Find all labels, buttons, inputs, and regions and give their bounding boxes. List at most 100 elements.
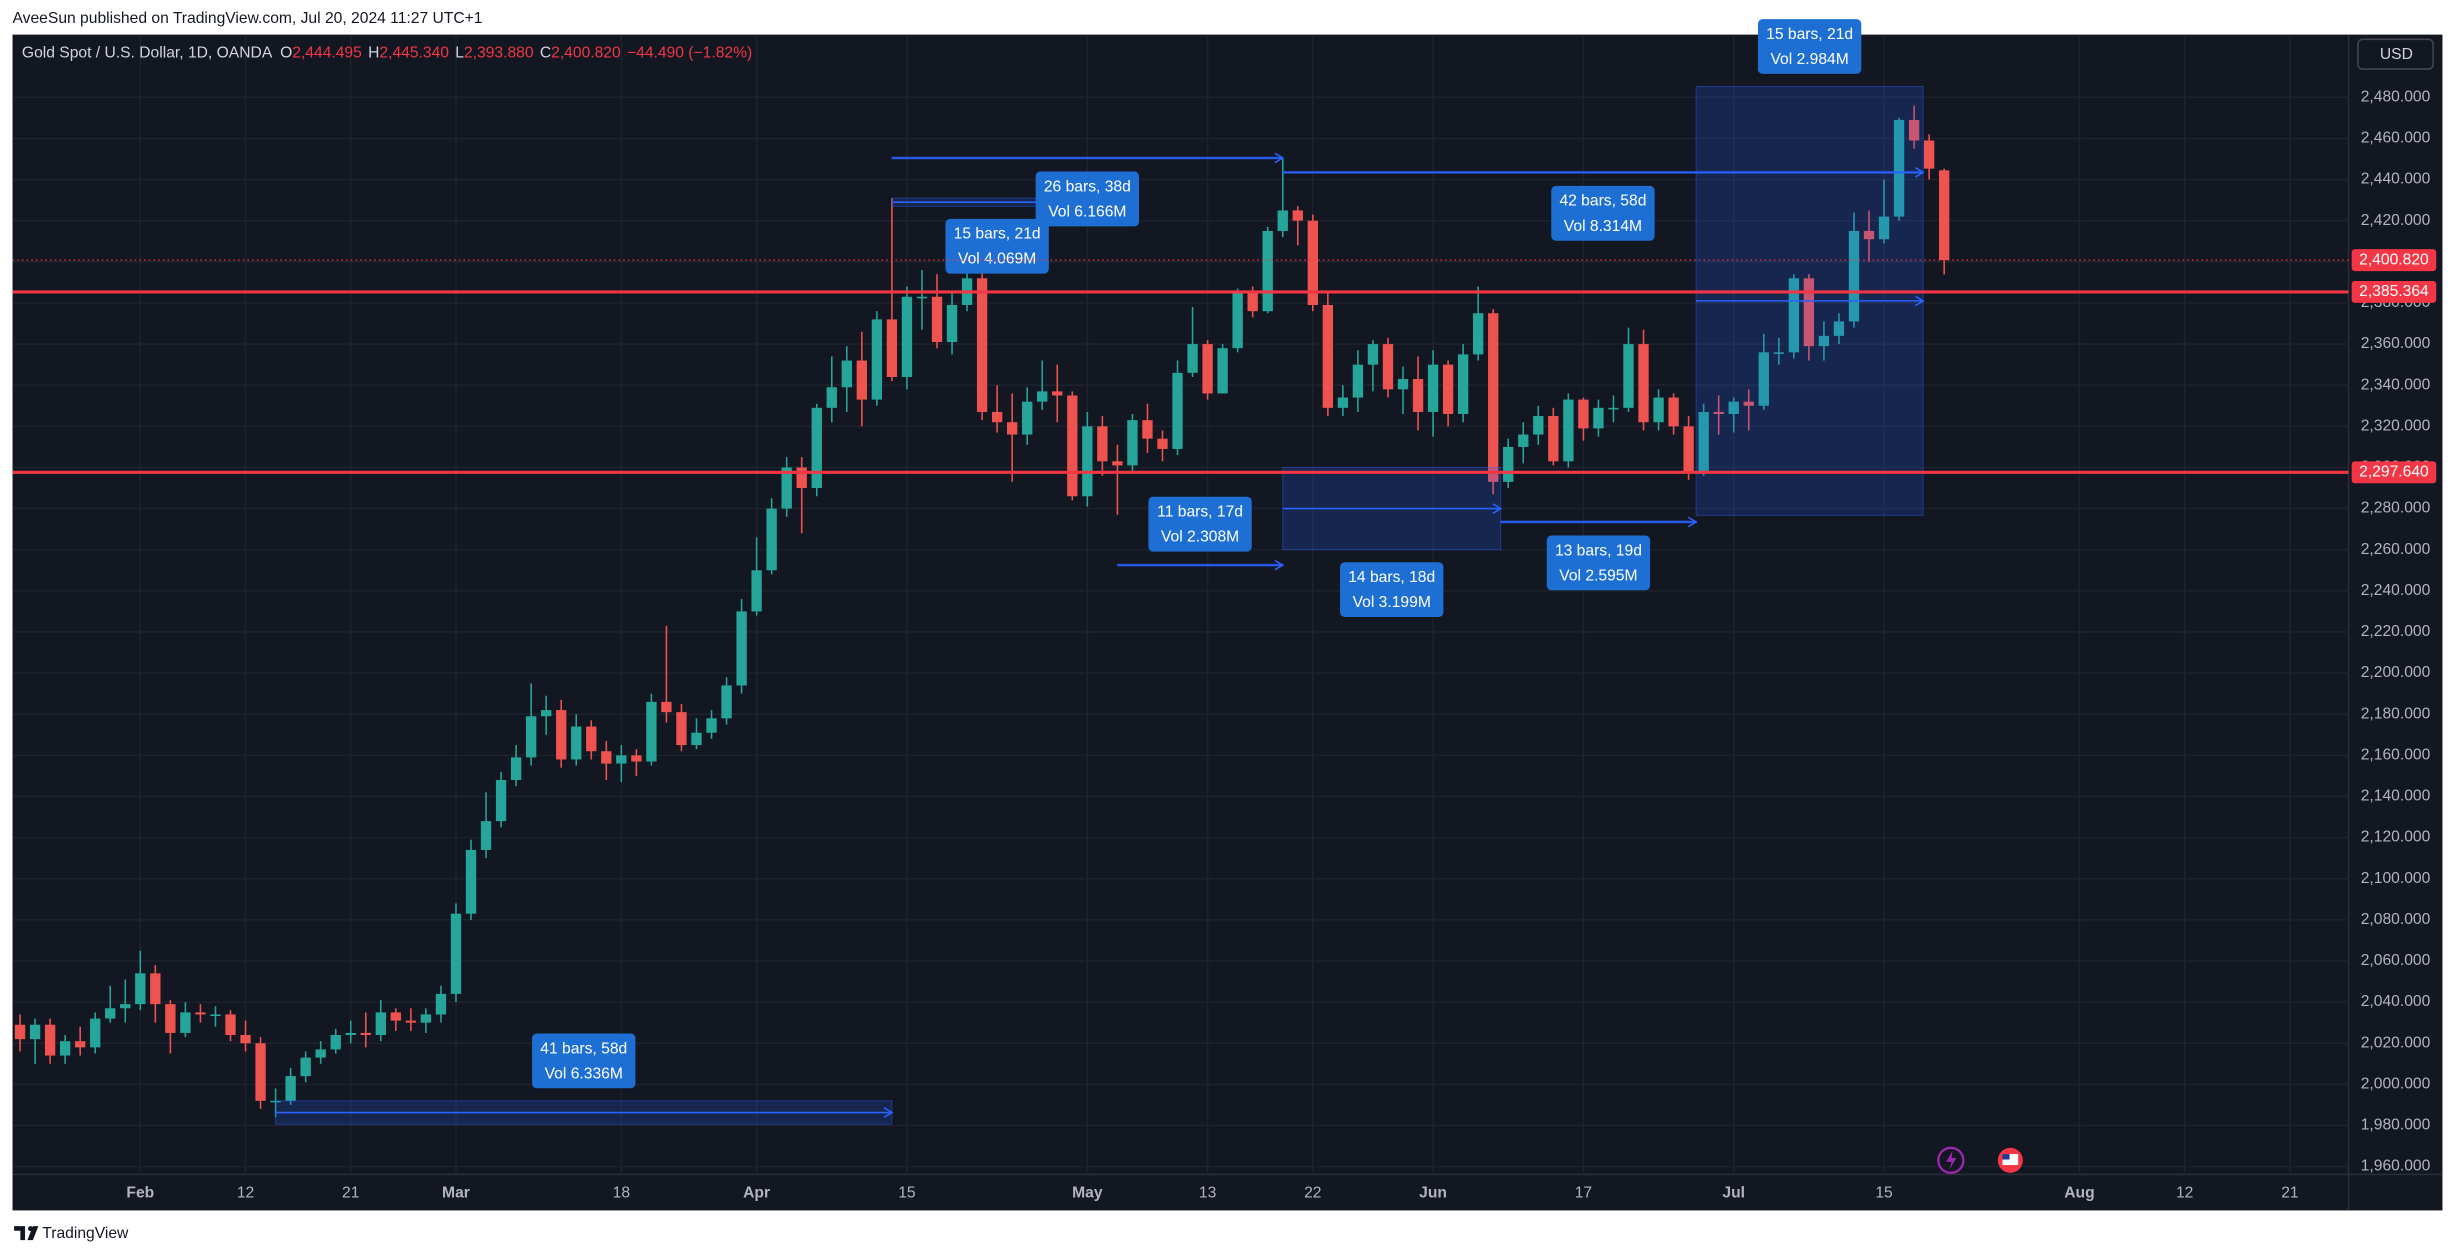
x-tick-label: 13	[1199, 1184, 1217, 1201]
candle-body	[495, 780, 507, 822]
candle-body	[781, 467, 792, 509]
candle-body	[1728, 401, 1739, 414]
candle-body	[390, 1012, 402, 1021]
x-tick-label: Feb	[126, 1184, 154, 1201]
candle-body	[1563, 399, 1574, 462]
candle-body	[1337, 397, 1349, 408]
currency-label[interactable]: USD	[2380, 46, 2413, 63]
candle-body	[736, 611, 747, 686]
measure-arrow-head	[1492, 503, 1503, 514]
y-tick-label: 2,340.000	[2361, 376, 2431, 393]
ohlc-key: O	[280, 45, 292, 62]
y-tick-label: 2,080.000	[2361, 911, 2431, 928]
candle-body	[811, 407, 822, 489]
candle-body	[916, 296, 928, 299]
candle-body	[345, 1032, 356, 1036]
candle-body	[796, 467, 807, 489]
candle-body	[1773, 352, 1784, 354]
candle-body	[270, 1100, 281, 1103]
candle-body	[1442, 364, 1454, 414]
candle-body	[14, 1024, 26, 1040]
candle-body	[1863, 230, 1875, 240]
measure-bars-label: 15 bars, 21d	[954, 226, 1041, 243]
ohlc-value: 2,445.340	[379, 45, 449, 62]
candle-body	[1322, 305, 1334, 408]
candle-body	[405, 1020, 417, 1023]
y-tick-label: 2,440.000	[2361, 171, 2431, 188]
event-icons	[1937, 1146, 2023, 1175]
y-tick-label: 2,480.000	[2361, 88, 2431, 105]
candle-body	[1007, 422, 1018, 435]
x-tick-label: 15	[1875, 1184, 1893, 1201]
candle-body	[225, 1014, 236, 1036]
candle-body	[691, 732, 702, 746]
measure-volume-label: Vol 6.336M	[545, 1065, 623, 1082]
candle-body	[29, 1024, 41, 1040]
candle-body	[1142, 420, 1153, 439]
candle-body	[1157, 438, 1168, 449]
x-tick-label: 15	[898, 1184, 916, 1201]
candle-body	[826, 387, 837, 408]
candle-body	[480, 821, 492, 850]
measure-label-box	[1757, 19, 1862, 74]
candle-body	[1503, 446, 1514, 482]
candle-body	[1923, 140, 1935, 169]
x-tick-label: 22	[1304, 1184, 1321, 1201]
measure-volume-label: Vol 8.314M	[1564, 218, 1642, 235]
candle-body	[976, 278, 988, 412]
candle-body	[721, 685, 732, 719]
measure-bars-label: 11 bars, 17d	[1157, 504, 1243, 521]
currency-box[interactable]	[2357, 38, 2434, 70]
x-tick-label: 12	[237, 1184, 254, 1201]
candle-body	[751, 570, 762, 612]
candle-body	[1848, 230, 1860, 322]
x-tick-label: Mar	[442, 1184, 470, 1201]
candle-body	[556, 710, 567, 760]
candle-body	[1743, 401, 1754, 406]
candle-body	[1653, 397, 1664, 423]
price-label-box	[2351, 461, 2437, 484]
symbol-name: Gold Spot / U.S. Dollar, 1D, OANDA	[22, 45, 273, 62]
y-tick-label: 2,180.000	[2361, 705, 2431, 722]
measure-arrow-head	[883, 1107, 894, 1118]
x-tick-label: 17	[1575, 1184, 1592, 1201]
candle-body	[631, 755, 642, 762]
candle-body	[931, 296, 943, 343]
brand-name: TradingView	[42, 1225, 129, 1242]
y-tick-label: 2,220.000	[2361, 623, 2431, 640]
candle-body	[1037, 391, 1048, 402]
candle-body	[165, 1004, 176, 1033]
last-price-box	[2351, 249, 2437, 272]
measure-volume-label: Vol 6.166M	[1048, 203, 1126, 220]
brand-logo	[14, 1226, 39, 1241]
y-tick-label: 2,020.000	[2361, 1034, 2431, 1051]
measure-bars-label: 42 bars, 58d	[1559, 193, 1646, 210]
y-tick-label: 1,980.000	[2361, 1117, 2431, 1134]
measure-label-box	[1551, 185, 1655, 241]
candle-body	[195, 1012, 206, 1015]
y-tick-label: 2,460.000	[2361, 130, 2431, 147]
candle-body	[946, 305, 958, 343]
candle-body	[1608, 407, 1619, 410]
y-tick-label: 2,060.000	[2361, 952, 2431, 969]
candle-body	[1172, 372, 1183, 449]
candle-body	[1067, 395, 1078, 497]
ohlc-value: 2,400.820	[551, 45, 621, 62]
measure-label-box	[1546, 535, 1651, 591]
x-tick-label: Aug	[2064, 1184, 2094, 1201]
measure-bars-label: 14 bars, 18d	[1348, 569, 1435, 586]
candle-body	[1127, 420, 1138, 466]
candle-body	[646, 701, 657, 762]
candle-body	[1533, 416, 1544, 435]
candle-body	[1277, 210, 1288, 231]
candle-body	[571, 726, 582, 760]
symbol-legend: Gold Spot / U.S. Dollar, 1D, OANDA O2,444…	[22, 45, 752, 62]
candle-body	[871, 319, 883, 400]
candle-body	[661, 701, 672, 713]
measure-bars-label: 13 bars, 19d	[1555, 542, 1642, 559]
measure-volume-label: Vol 2.308M	[1161, 529, 1239, 546]
measure-arrow-head	[1687, 516, 1698, 528]
y-tick-label: 2,120.000	[2361, 829, 2431, 846]
